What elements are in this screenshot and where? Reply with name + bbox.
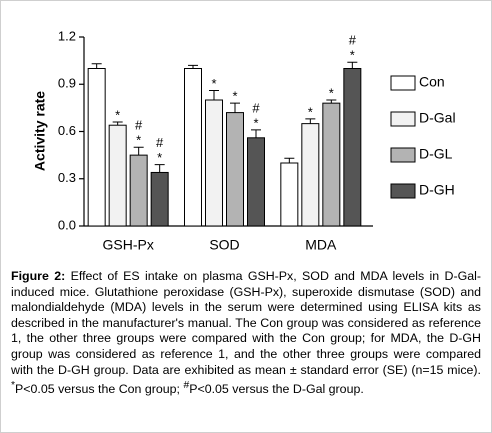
caption-sup: # [183, 380, 190, 392]
bar [129, 154, 148, 227]
legend-label: D-GL [419, 146, 453, 162]
error-bar [230, 102, 240, 113]
error-bar [133, 146, 144, 156]
significance-hash: # [135, 118, 143, 133]
error-bar [347, 61, 358, 69]
y-tick-label: 0.6 [58, 123, 76, 138]
error-bar [209, 90, 219, 100]
bar [226, 112, 244, 227]
bar [343, 68, 362, 227]
significance-star: * [115, 107, 120, 122]
significance-hash: # [349, 33, 357, 48]
x-tick-label: MDA [305, 237, 337, 253]
x-tick-label: GSH-Px [102, 237, 153, 253]
x-tick-label: SOD [209, 237, 239, 253]
caption-text: P<0.05 versus the Con group; [15, 382, 184, 397]
caption-text: Effect of ES intake on plasma GSH-Px, SO… [11, 269, 481, 377]
y-tick-label: 0.0 [58, 217, 76, 232]
bar [184, 68, 202, 227]
significance-star: * [136, 133, 141, 148]
error-bar [154, 164, 165, 173]
bar [205, 99, 223, 227]
error-bar [284, 157, 295, 163]
y-tick-label: 1.2 [58, 28, 76, 43]
bar [301, 123, 320, 227]
legend-label: Con [419, 74, 445, 90]
error-bar [188, 64, 198, 69]
error-bar [251, 129, 261, 138]
legend-label: D-Gal [419, 110, 456, 126]
bar [150, 171, 169, 227]
caption: Figure 2: Effect of ES intake on plasma … [11, 269, 481, 398]
y-axis-label: Activity rate [32, 91, 48, 171]
chart: Activity rate 0.00.30.60.91.2GSH-Px**#*#… [32, 28, 456, 253]
legend-swatch [390, 111, 416, 127]
caption-label: Figure 2: [11, 269, 66, 283]
y-tick-label: 0.3 [58, 170, 76, 185]
bar [108, 124, 127, 227]
error-bar [326, 99, 337, 104]
significance-hash: # [156, 135, 164, 150]
significance-star: * [350, 48, 355, 63]
bar [322, 102, 341, 227]
bar [247, 137, 265, 227]
legend-swatch [390, 147, 416, 163]
caption-sup: * [11, 380, 16, 392]
significance-star: * [211, 76, 216, 91]
significance-star: * [157, 150, 162, 165]
legend-swatch [390, 183, 416, 199]
error-bar [112, 121, 123, 126]
significance-star: * [253, 115, 258, 130]
error-bar [305, 118, 316, 124]
error-bar [91, 63, 102, 69]
bar [87, 68, 106, 227]
caption-text: P<0.05 versus the D-Gal group. [189, 382, 364, 397]
bar [280, 162, 299, 227]
significance-star: * [232, 89, 237, 104]
significance-hash: # [252, 100, 260, 115]
y-tick-label: 0.9 [58, 76, 76, 91]
significance-star: * [308, 104, 313, 119]
significance-star: * [329, 85, 334, 100]
legend-label: D-GH [419, 182, 455, 198]
legend-swatch [390, 75, 416, 91]
